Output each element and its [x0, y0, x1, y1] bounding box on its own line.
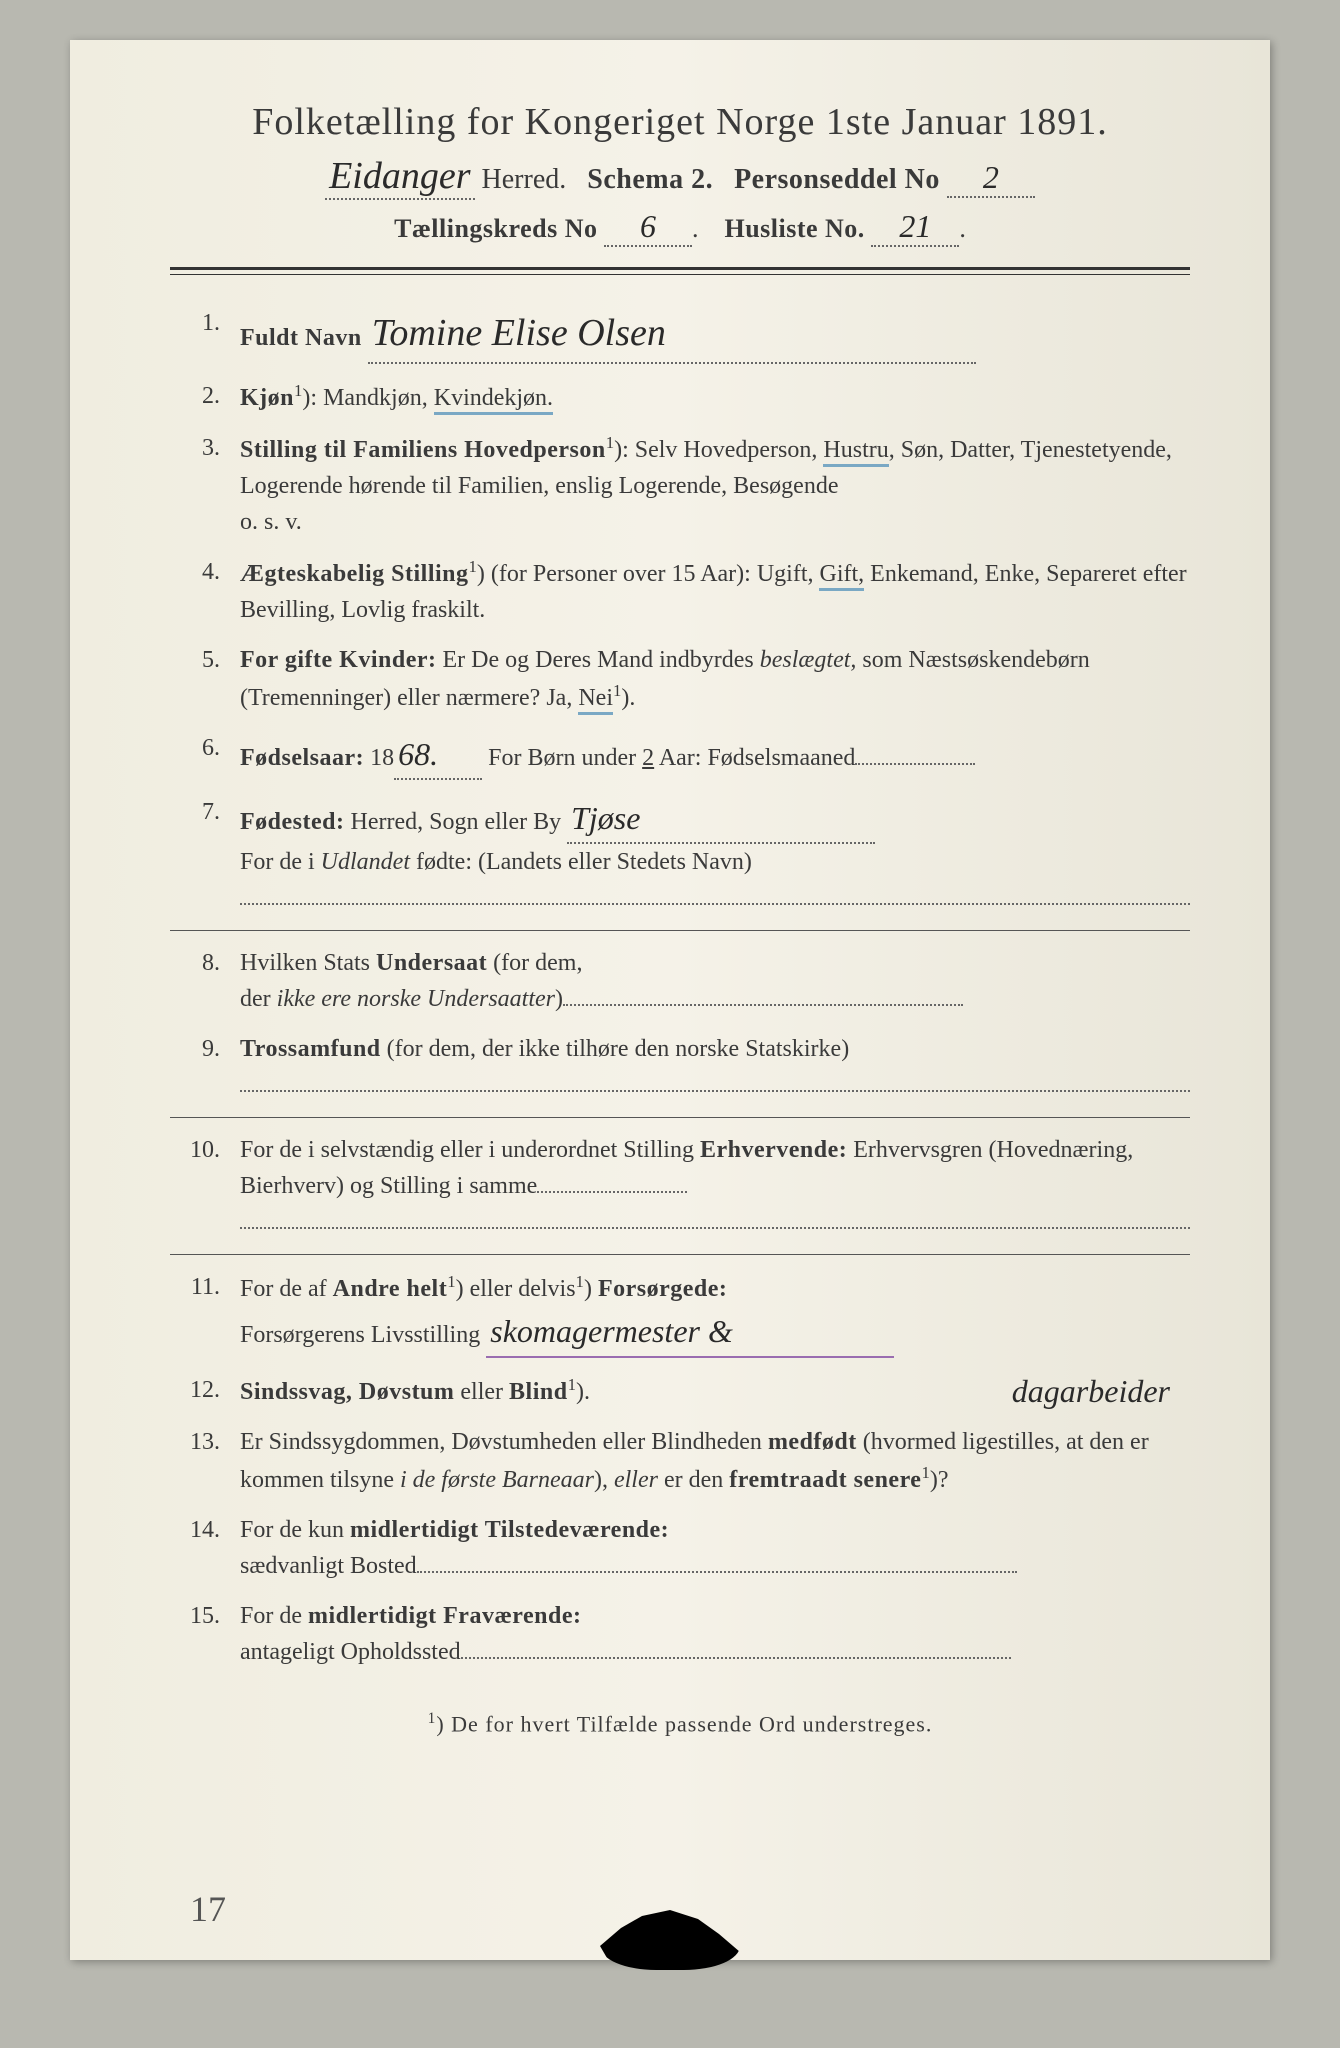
- census-form: Folketælling for Kongeriget Norge 1ste J…: [70, 40, 1270, 1960]
- item-10: 10. For de i selvstændig eller i underor…: [170, 1132, 1190, 1240]
- item-6: 6. Fødselsaar: 1868. For Børn under 2 Aa…: [170, 730, 1190, 780]
- personseddel-no: 2: [947, 159, 1035, 198]
- schema-label: Schema 2.: [587, 164, 713, 195]
- sex-selected: Kvindekjøn.: [434, 385, 553, 415]
- item-12: 12. Sindssvag, Døvstum eller Blind1). da…: [170, 1372, 1190, 1410]
- birthplace-value: Tjøse: [567, 794, 875, 844]
- birth-year: 68.: [394, 730, 482, 780]
- herred-value: Eidanger: [325, 154, 474, 200]
- marital-selected: Gift,: [819, 561, 864, 591]
- husliste-no: 21: [871, 208, 959, 247]
- full-name-value: Tomine Elise Olsen: [368, 305, 976, 364]
- corner-number: 17: [190, 1888, 226, 1930]
- divider-top: [170, 267, 1190, 275]
- item-4: 4. Ægteskabelig Stilling1) (for Personer…: [170, 554, 1190, 628]
- ink-blot: [600, 1910, 740, 1970]
- footnote: 1) De for hvert Tilfælde passende Ord un…: [170, 1710, 1190, 1737]
- item-1: 1. Fuldt Navn Tomine Elise Olsen: [170, 305, 1190, 364]
- header-row-1: Eidanger Herred. Schema 2. Personseddel …: [170, 154, 1190, 200]
- divider-3: [170, 1254, 1190, 1255]
- relation-selected: Hustru: [823, 437, 888, 467]
- item-13: 13. Er Sindssygdommen, Døvstumheden elle…: [170, 1424, 1190, 1498]
- item-3: 3. Stilling til Familiens Hovedperson1):…: [170, 430, 1190, 540]
- husliste-label: Husliste No.: [724, 214, 864, 243]
- item-15: 15. For de midlertidigt Fraværende: anta…: [170, 1598, 1190, 1670]
- item-9: 9. Trossamfund (for dem, der ikke tilhør…: [170, 1031, 1190, 1103]
- kreds-no: 6: [604, 208, 692, 247]
- item-8: 8. Hvilken Stats Undersaat (for dem, der…: [170, 945, 1190, 1017]
- item-7: 7. Fødested: Herred, Sogn eller By Tjøse…: [170, 794, 1190, 916]
- item-14: 14. For de kun midlertidigt Tilstedevære…: [170, 1512, 1190, 1584]
- divider-2: [170, 1117, 1190, 1118]
- form-title: Folketælling for Kongeriget Norge 1ste J…: [170, 100, 1190, 144]
- kreds-label: Tællingskreds No: [394, 214, 597, 243]
- provider-occupation-2: dagarbeider: [1012, 1367, 1170, 1415]
- item-5: 5. For gifte Kvinder: Er De og Deres Man…: [170, 642, 1190, 716]
- divider-1: [170, 930, 1190, 931]
- personseddel-label: Personseddel No: [734, 164, 940, 195]
- item-11: 11. For de af Andre helt1) eller delvis1…: [170, 1269, 1190, 1358]
- herred-label: Herred.: [482, 164, 567, 195]
- provider-occupation: skomagermester &: [486, 1307, 894, 1358]
- item-2: 2. Kjøn1): Mandkjøn, Kvindekjøn.: [170, 378, 1190, 416]
- header-row-2: Tællingskreds No 6. Husliste No. 21.: [170, 208, 1190, 247]
- related-selected: Nei: [578, 685, 613, 715]
